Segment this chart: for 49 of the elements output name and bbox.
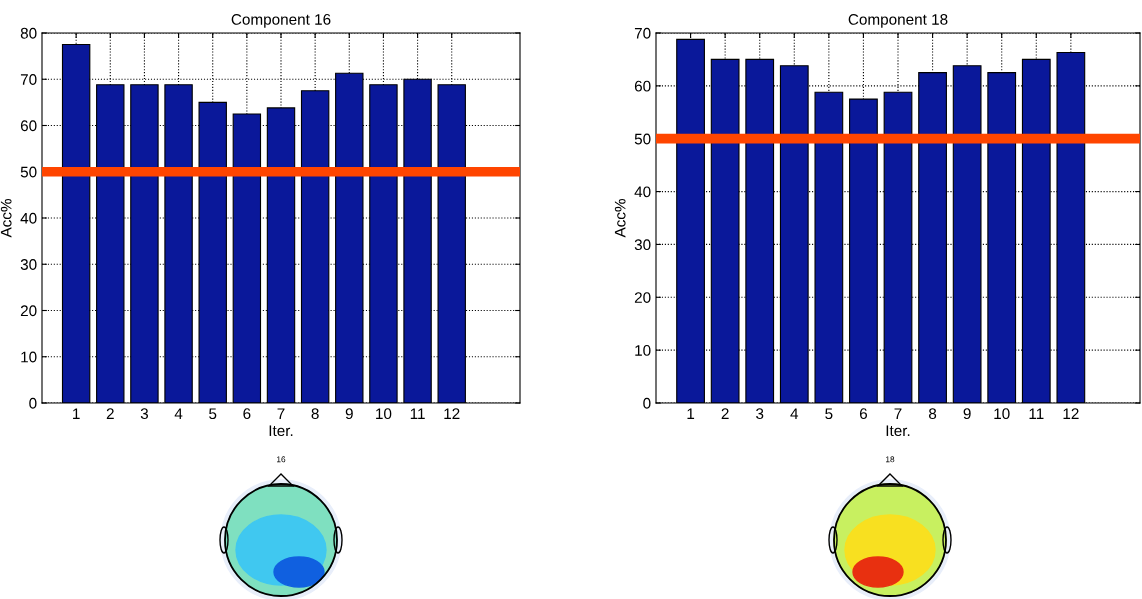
x-tick-label: 2 bbox=[106, 408, 114, 419]
x-tick-label: 5 bbox=[825, 408, 833, 420]
y-tick-label: 40 bbox=[20, 212, 37, 224]
y-tick-label: 30 bbox=[20, 259, 37, 270]
chart-title: Component 16 bbox=[231, 14, 331, 28]
x-tick-label: 8 bbox=[928, 408, 937, 420]
x-tick-label: 12 bbox=[444, 408, 460, 419]
x-tick-label: 1 bbox=[73, 408, 80, 419]
y-tick-label: 10 bbox=[21, 351, 37, 363]
x-tick-label: 3 bbox=[140, 408, 149, 420]
y-tick-label: 10 bbox=[635, 345, 651, 356]
x-tick-label: 8 bbox=[311, 408, 319, 420]
x-axis-title: Iter. bbox=[886, 425, 910, 437]
x-tick-label: 2 bbox=[721, 408, 729, 419]
x-tick-label: 5 bbox=[209, 408, 217, 420]
y-tick-label: 0 bbox=[29, 397, 37, 409]
y-tick-label: 40 bbox=[634, 186, 651, 198]
x-tick-label: 4 bbox=[174, 408, 183, 419]
x-tick-label: 1 bbox=[687, 408, 695, 419]
x-tick-label: 4 bbox=[790, 408, 799, 419]
y-tick-label: 50 bbox=[20, 166, 37, 178]
x-axis-title: Iter. bbox=[269, 425, 293, 437]
x-tick-label: 9 bbox=[345, 408, 353, 420]
x-tick-label: 3 bbox=[756, 408, 764, 420]
x-tick-label: 7 bbox=[277, 408, 285, 419]
text: 16 bbox=[277, 456, 286, 463]
x-tick-label: 7 bbox=[894, 408, 902, 419]
chart-title: Component 18 bbox=[848, 14, 948, 28]
x-tick-label: 10 bbox=[994, 408, 1010, 420]
y-tick-label: 50 bbox=[634, 133, 651, 145]
x-tick-label: 6 bbox=[243, 408, 251, 420]
x-tick-label: 11 bbox=[410, 408, 425, 419]
y-axis-title: Acc% bbox=[614, 199, 626, 238]
y-tick-label: 60 bbox=[634, 80, 651, 92]
y-tick-label: 70 bbox=[20, 74, 37, 85]
y-tick-label: 20 bbox=[634, 292, 651, 303]
y-tick-label: 60 bbox=[20, 120, 37, 132]
x-tick-label: 9 bbox=[963, 408, 971, 420]
text: 18 bbox=[886, 456, 895, 463]
x-tick-label: 12 bbox=[1063, 408, 1079, 419]
x-tick-label: 6 bbox=[859, 408, 868, 420]
x-tick-label: 10 bbox=[376, 408, 392, 420]
y-tick-label: 70 bbox=[634, 27, 651, 39]
y-tick-label: 30 bbox=[634, 239, 651, 251]
y-tick-label: 80 bbox=[20, 27, 37, 39]
y-axis-title: Acc% bbox=[0, 199, 12, 238]
y-tick-label: 0 bbox=[643, 397, 651, 409]
y-tick-label: 20 bbox=[20, 305, 37, 317]
x-tick-label: 11 bbox=[1029, 408, 1044, 419]
